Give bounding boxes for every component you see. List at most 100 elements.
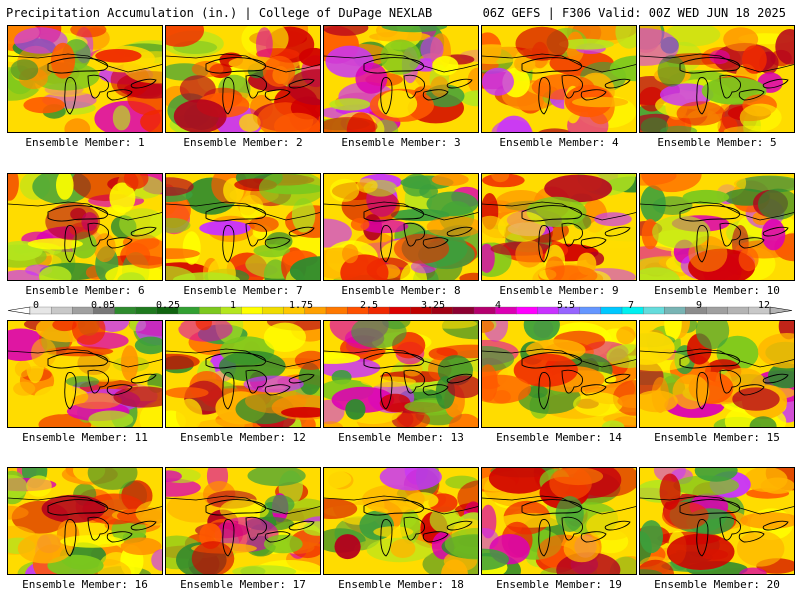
border-line	[8, 495, 162, 515]
great-lake-outline	[130, 520, 157, 531]
precip-contour	[775, 29, 794, 65]
border-line	[166, 53, 320, 73]
precipitation-field	[640, 321, 794, 427]
border-line	[324, 495, 478, 515]
precip-contour	[56, 174, 74, 200]
great-lake-outline	[245, 74, 267, 99]
precip-contour	[514, 55, 536, 73]
precip-contour	[95, 49, 142, 63]
border-line	[324, 348, 478, 368]
precip-contour	[245, 388, 307, 414]
precip-contour	[262, 55, 296, 87]
precip-contour	[431, 174, 469, 186]
great-lake-outline	[738, 384, 765, 396]
precip-contour	[736, 175, 794, 193]
precip-contour	[324, 468, 352, 490]
great-lake-outline	[580, 237, 607, 249]
precipitation-field	[324, 321, 478, 427]
precip-contour	[166, 387, 209, 399]
colorbar-tick-label: 4	[494, 300, 502, 311]
precip-contour	[31, 338, 57, 368]
precipitation-field	[482, 321, 636, 427]
precip-contour	[378, 90, 418, 118]
ensemble-member-label: Ensemble Member: 7	[183, 284, 303, 297]
precip-contour	[482, 548, 509, 571]
great-lake-outline	[580, 89, 607, 101]
precip-contour	[461, 90, 478, 107]
ensemble-member-map	[481, 320, 637, 428]
precip-contour	[640, 185, 666, 223]
precip-contour	[123, 174, 149, 189]
precip-contour	[491, 174, 510, 183]
precipitation-field	[166, 321, 320, 427]
precip-contour	[373, 526, 414, 538]
precip-contour	[17, 533, 73, 564]
great-lake-outline	[422, 531, 449, 543]
ensemble-member-map	[639, 25, 795, 133]
precip-contour	[586, 511, 636, 541]
great-lake-outline	[762, 520, 789, 531]
precip-contour	[640, 331, 675, 365]
precip-contour	[117, 272, 146, 280]
great-lake-outline	[604, 520, 631, 531]
great-lake-outline	[719, 74, 741, 99]
precip-contour	[324, 421, 344, 427]
precip-contour	[247, 468, 306, 487]
precip-contour	[444, 527, 478, 560]
precipitation-field	[482, 26, 636, 132]
great-lake-outline	[245, 222, 267, 247]
precip-contour	[350, 217, 370, 231]
precip-contour	[379, 468, 442, 491]
precip-contour	[659, 473, 681, 510]
colorbar-bin	[325, 306, 348, 315]
precip-contour	[420, 36, 444, 62]
precip-contour	[253, 244, 290, 258]
colorbar-tick-label: 12	[757, 300, 771, 311]
great-lake-outline	[288, 373, 315, 384]
great-lake-outline	[106, 89, 133, 101]
precip-contour	[761, 218, 786, 251]
ensemble-member-map	[7, 173, 163, 281]
precipitation-field	[8, 174, 162, 280]
great-lake-outline	[679, 499, 740, 516]
great-lake-outline	[719, 222, 741, 247]
precip-contour	[640, 267, 681, 280]
great-lake-outline	[47, 499, 108, 516]
ensemble-member-map	[323, 320, 479, 428]
great-lake-outline	[538, 77, 551, 115]
precip-contour	[497, 211, 546, 242]
great-lake-outline	[521, 205, 582, 222]
great-lake-outline	[363, 352, 424, 369]
ensemble-member-map	[323, 173, 479, 281]
precip-contour	[329, 98, 371, 111]
great-lake-outline	[106, 531, 133, 543]
precip-contour	[641, 174, 702, 193]
great-lake-outline	[288, 226, 315, 237]
precip-contour	[256, 27, 273, 62]
precip-contour	[140, 109, 162, 132]
precipitation-field	[482, 174, 636, 280]
precip-contour	[739, 103, 782, 132]
precip-contour	[8, 117, 43, 132]
precip-contour	[379, 393, 411, 413]
colorbar-min-arrow	[7, 306, 31, 315]
precip-contour	[361, 376, 416, 387]
great-lake-outline	[380, 77, 393, 115]
precip-contour	[27, 238, 83, 250]
precip-contour	[672, 374, 710, 410]
precip-contour	[640, 117, 669, 132]
precip-contour	[151, 549, 162, 571]
great-lake-outline	[521, 352, 582, 369]
precip-contour	[652, 215, 711, 249]
great-lake-outline	[604, 373, 631, 384]
ensemble-member-label: Ensemble Member: 20	[654, 578, 780, 591]
precip-contour	[10, 59, 39, 81]
colorbar-tick-label: 0.05	[90, 300, 116, 311]
precip-contour	[515, 240, 543, 268]
great-lake-outline	[580, 531, 607, 543]
great-lake-outline	[130, 226, 157, 237]
precip-contour	[65, 376, 100, 387]
precip-contour	[263, 322, 306, 352]
precipitation-colorbar	[0, 296, 800, 320]
colorbar-tick-label: 5.5	[556, 300, 576, 311]
